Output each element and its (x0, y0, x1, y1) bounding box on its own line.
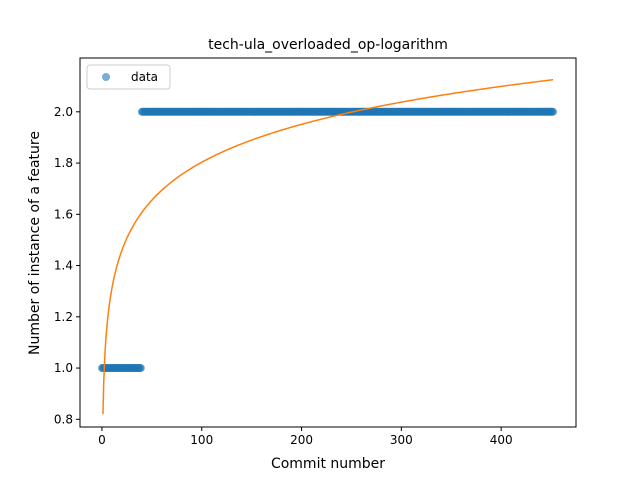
axes-frame (79, 57, 577, 428)
chart-title: tech-ula_overloaded_op-logarithm (208, 37, 448, 53)
y-tick-label: 2.0 (54, 105, 73, 119)
y-tick-label: 1.8 (54, 156, 73, 170)
y-tick-label: 1.0 (54, 361, 73, 375)
legend-marker (102, 73, 110, 81)
y-tick-label: 1.4 (54, 259, 73, 273)
data-point (549, 107, 558, 116)
legend: data (86, 64, 171, 90)
legend-label: data (131, 70, 158, 84)
y-tick-label: 1.6 (54, 207, 73, 221)
legend-box (86, 64, 171, 90)
x-tick-label: 0 (98, 433, 106, 447)
x-axis-title: Commit number (271, 456, 385, 472)
series-data-points (97, 107, 558, 373)
x-tick-label: 100 (190, 433, 213, 447)
y-tick-label: 1.2 (54, 310, 73, 324)
data-point (136, 364, 145, 373)
fit-line (102, 78, 554, 415)
plot-area: 0 100 200 300 400 0.8 1.0 1.2 1.4 1.6 1.8 2.0 (54, 57, 577, 447)
x-tick-label: 400 (490, 433, 513, 447)
y-tick-label: 0.8 (54, 412, 73, 426)
y-axis-title: Number of instance of a feature (27, 131, 43, 355)
x-tick-label: 200 (290, 433, 313, 447)
x-tick-label: 300 (390, 433, 413, 447)
series-group (97, 78, 558, 415)
